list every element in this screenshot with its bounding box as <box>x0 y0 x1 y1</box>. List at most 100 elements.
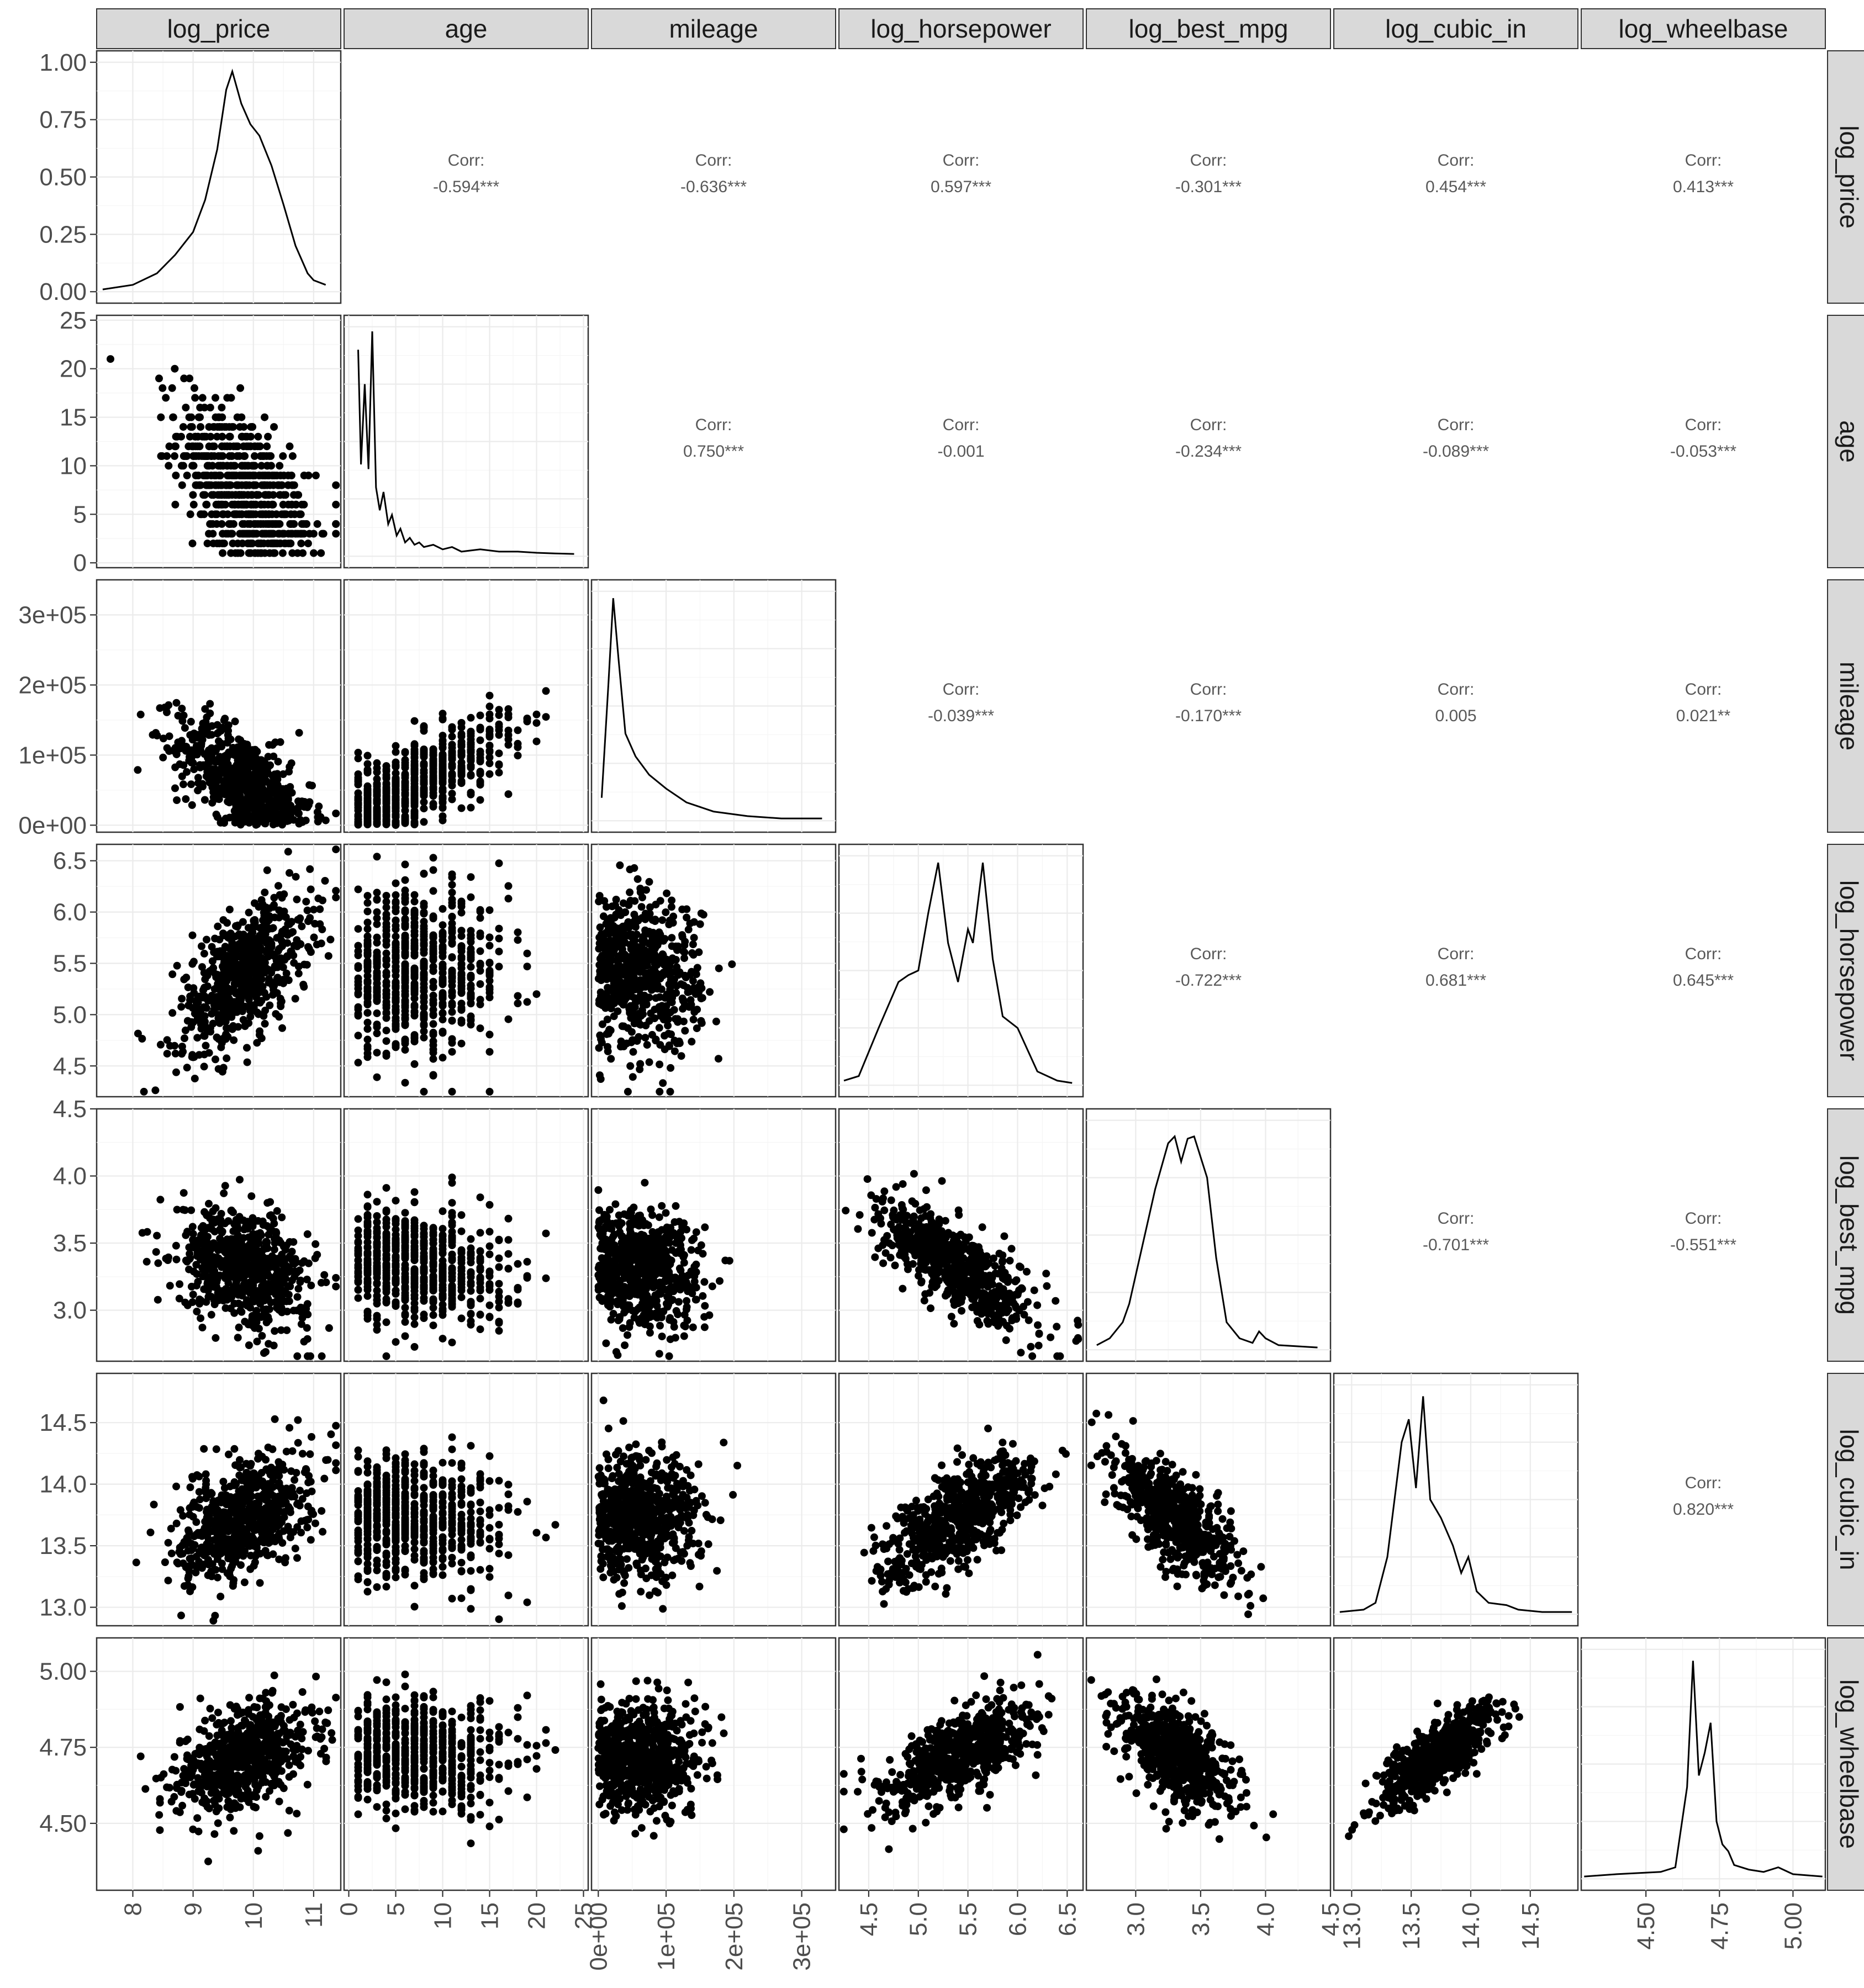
scatter-point <box>172 699 181 707</box>
scatter-point <box>224 933 232 942</box>
scatter-point <box>392 952 400 960</box>
scatter-point <box>234 921 242 929</box>
scatter-point <box>288 549 297 557</box>
scatter-point <box>420 753 428 761</box>
scatter-point <box>233 481 241 489</box>
scatter-point <box>247 423 255 431</box>
scatter-point <box>630 964 638 972</box>
scatter-point <box>605 1029 612 1038</box>
scatter-point <box>354 951 362 959</box>
scatter-point <box>159 753 167 762</box>
scatter-point <box>457 1006 466 1014</box>
scatter-point <box>401 937 409 945</box>
scatter-point <box>439 905 447 913</box>
scatter-point <box>196 745 204 754</box>
scatter-point <box>218 442 226 451</box>
scatter-point <box>662 908 670 916</box>
corr-label: Corr: <box>1438 416 1475 434</box>
scatter-point <box>194 472 202 479</box>
scatter-point <box>392 979 400 987</box>
corr-panel-age-mileage: Corr:0.750*** <box>683 416 744 461</box>
scatter-point <box>675 1037 683 1045</box>
scatter-point <box>354 942 362 950</box>
scatter-point <box>227 1207 235 1215</box>
scatter-point <box>401 886 409 895</box>
strip-box <box>838 8 1084 49</box>
strip-box <box>344 8 589 49</box>
scatter-point <box>171 452 178 460</box>
scatter-point <box>495 924 503 933</box>
scatter-point <box>223 961 231 969</box>
scatter-point <box>178 1043 186 1051</box>
scatter-point <box>299 549 307 557</box>
scatter-point <box>504 882 513 890</box>
scatter-point <box>178 705 186 713</box>
scatter-point <box>246 549 255 557</box>
scatter-point <box>257 520 265 528</box>
y-tick-label: 4.5 <box>53 1096 87 1123</box>
scatter-point <box>523 963 531 971</box>
scatter-point <box>268 530 277 538</box>
scatter-point <box>663 889 671 897</box>
scatter-point <box>274 520 282 528</box>
scatter-point <box>271 1254 278 1262</box>
scatter-point <box>495 859 503 868</box>
y-tick-label: 0.25 <box>39 221 87 248</box>
scatter-point <box>172 442 179 451</box>
scatter-point <box>261 491 269 499</box>
scatter-point <box>200 1012 209 1020</box>
scatter-point <box>504 731 513 739</box>
scatter-point <box>420 930 428 938</box>
scatter-point <box>373 1073 381 1081</box>
scatter-point <box>291 1268 299 1276</box>
scatter-point <box>202 500 210 509</box>
scatter-point <box>690 1008 699 1016</box>
scatter-point <box>382 1037 390 1045</box>
scatter-point <box>363 1025 372 1033</box>
scatter-point <box>223 1054 231 1062</box>
scatter-point <box>177 1003 186 1011</box>
scatter-point <box>215 935 224 944</box>
scatter-point <box>253 1337 261 1346</box>
scatter-point <box>401 860 409 869</box>
scatter-point <box>191 1075 199 1083</box>
scatter-point <box>207 481 215 489</box>
scatter-point <box>439 936 447 944</box>
scatter-point <box>439 1028 447 1035</box>
y-tick-label: 4.0 <box>53 1163 87 1190</box>
scatter-point <box>283 953 292 961</box>
scatter-point <box>467 951 475 959</box>
scatter-point <box>597 999 605 1007</box>
scatter-point <box>214 1011 223 1019</box>
scatter-point <box>633 875 642 883</box>
scatter-point <box>448 953 456 961</box>
scatter-point <box>401 915 409 923</box>
scatter-point <box>429 792 437 800</box>
scatter-point <box>637 903 646 911</box>
scatter-point <box>270 549 278 557</box>
scatter-point <box>172 750 181 759</box>
scatter-point <box>154 1296 162 1304</box>
column-strip-log_best_mpg: log_best_mpg <box>1086 8 1331 49</box>
scatter-point <box>514 992 522 1000</box>
scatter-point <box>495 761 503 769</box>
scatter-point <box>429 1037 437 1045</box>
scatter-point <box>134 766 142 774</box>
scatter-point <box>205 1049 213 1057</box>
scatter-point <box>303 1335 311 1343</box>
scatter-point <box>223 780 231 789</box>
scatter-point <box>373 996 381 1004</box>
scatter-point <box>203 1272 211 1281</box>
scatter-point <box>273 775 282 784</box>
scatter-point <box>658 916 667 924</box>
scatter-point <box>260 988 268 997</box>
scatter-point <box>363 947 372 955</box>
scatter-point <box>219 1064 228 1072</box>
scatter-point <box>667 1064 675 1072</box>
scatter-point <box>166 1041 174 1050</box>
scatter-point <box>621 908 629 916</box>
scatter-point <box>250 917 258 925</box>
scatter-point <box>307 1352 314 1360</box>
scatter-point <box>448 870 456 879</box>
scatter-point <box>236 1243 244 1251</box>
